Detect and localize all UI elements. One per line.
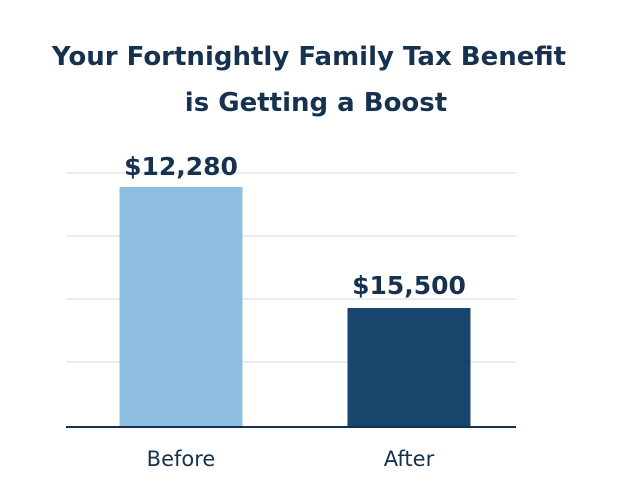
bar-after [347, 308, 471, 427]
bars [119, 187, 471, 427]
chart-title: Your Fortnightly Family Tax Benefit is G… [0, 34, 618, 126]
category-labels: Before After [147, 447, 435, 471]
data-labels: $12,280 $15,500 [124, 152, 466, 300]
data-label-before: $12,280 [124, 152, 238, 181]
chart-title-line-1: Your Fortnightly Family Tax Benefit [51, 42, 567, 72]
data-label-after: $15,500 [352, 271, 466, 300]
bar-before [119, 187, 243, 427]
category-label-after: After [384, 447, 435, 471]
category-label-before: Before [147, 447, 216, 471]
chart-title-line-2: is Getting a Boost [184, 88, 448, 118]
